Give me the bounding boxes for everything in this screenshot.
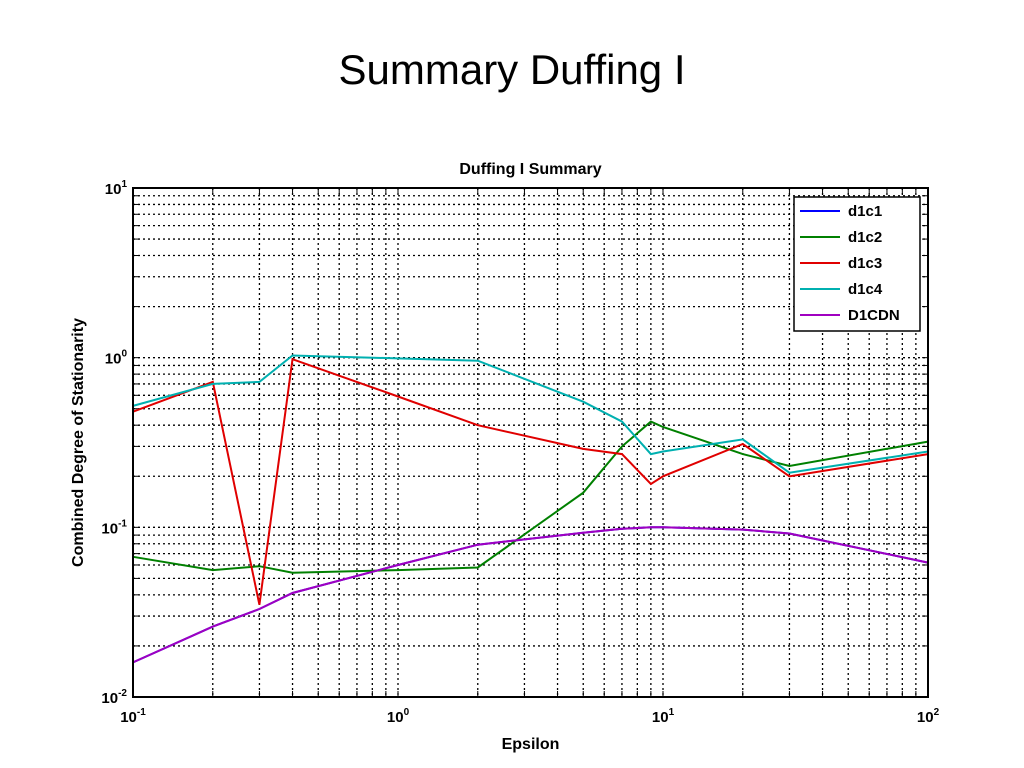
legend-label: d1c3 <box>848 255 882 272</box>
chart-title: Duffing I Summary <box>459 161 601 178</box>
series-line-d1c4 <box>132 354 929 474</box>
tick-label: 100 <box>387 707 410 726</box>
series-line-d1cdn <box>132 526 929 664</box>
tick-label: 10-1 <box>101 518 127 537</box>
tick-label: 100 <box>105 349 128 368</box>
x-axis-label: Epsilon <box>502 736 560 753</box>
y-axis-label: Combined Degree of Stationarity <box>70 318 87 567</box>
series-layer <box>132 354 929 664</box>
legend: d1c1 d1c2 d1c3 d1c4 D1CDN <box>793 196 921 332</box>
series-line-d1c2 <box>132 420 929 574</box>
legend-label: d1c2 <box>848 229 882 246</box>
tick-label: 10-2 <box>101 688 127 707</box>
legend-label: d1c4 <box>848 281 883 298</box>
series-line-d1c3 <box>132 357 929 605</box>
legend-label: d1c1 <box>848 203 882 220</box>
tick-label: 10-1 <box>120 707 146 726</box>
slide-title: Summary Duffing I <box>338 46 686 93</box>
tick-label: 101 <box>652 707 675 726</box>
legend-label: D1CDN <box>848 307 900 324</box>
tick-label: 102 <box>917 707 940 726</box>
tick-label: 101 <box>105 179 128 198</box>
plot-frame <box>132 187 929 698</box>
